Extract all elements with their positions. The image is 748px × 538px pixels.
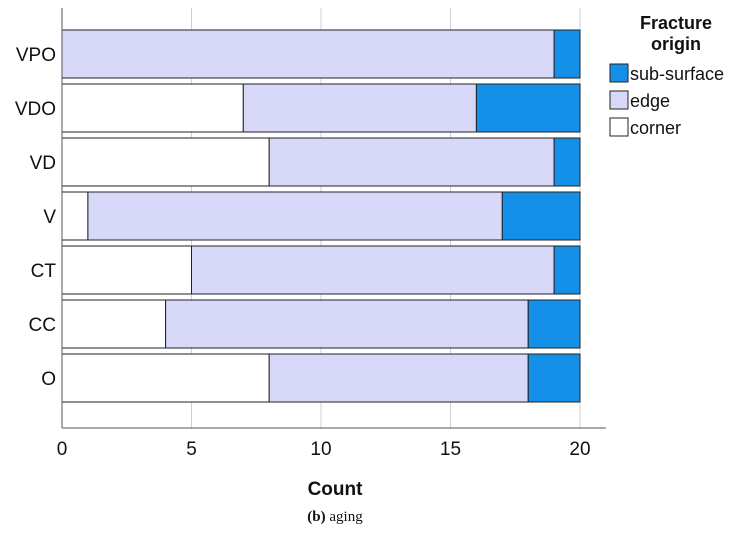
legend-title-line-2: origin xyxy=(651,34,701,54)
legend-title-line-1: Fracture xyxy=(640,13,712,33)
legend-label-edge: edge xyxy=(630,91,670,111)
stacked-bar-chart: VPO VDO VD V CT CC O 0 5 10 15 20 Count Fracture o… xyxy=(15,8,724,500)
y-tick-ct: CT xyxy=(31,261,57,282)
legend-items: sub-surface edge corner xyxy=(609,63,724,138)
x-tick-20: 20 xyxy=(569,439,590,460)
axes xyxy=(61,8,606,429)
bar-ct-edge xyxy=(191,245,555,295)
bar-vdo-corner xyxy=(61,83,244,133)
bar-cc-sub-surface xyxy=(527,299,581,349)
legend-swatch-edge xyxy=(609,90,629,110)
legend: Fracture origin sub-surface edge corner xyxy=(609,13,724,138)
bar-vpo-sub-surface xyxy=(553,29,581,79)
x-axis-title: Count xyxy=(308,479,364,500)
bar-v-corner xyxy=(61,191,89,241)
y-tick-vd: VD xyxy=(30,153,56,174)
y-tick-v: V xyxy=(43,207,56,228)
y-tick-labels: VPO VDO VD V CT CC O xyxy=(15,45,57,390)
y-tick-vpo: VPO xyxy=(16,45,56,66)
y-tick-vdo: VDO xyxy=(15,99,56,120)
bar-vd-corner xyxy=(61,137,270,187)
bar-cc-edge xyxy=(165,299,529,349)
bar-o-edge xyxy=(268,353,529,403)
x-tick-0: 0 xyxy=(57,439,68,460)
x-tick-10: 10 xyxy=(310,439,331,460)
y-tick-cc: CC xyxy=(29,315,56,336)
bar-vdo-edge xyxy=(242,83,477,133)
caption-text: aging xyxy=(325,509,363,525)
bar-vd-sub-surface xyxy=(553,137,581,187)
x-tick-15: 15 xyxy=(440,439,461,460)
bar-v-edge xyxy=(87,191,503,241)
bar-cc-corner xyxy=(61,299,167,349)
bar-o-corner xyxy=(61,353,270,403)
bar-o-sub-surface xyxy=(527,353,581,403)
bar-vpo-edge xyxy=(61,29,555,79)
bar-vd-edge xyxy=(268,137,555,187)
legend-swatch-sub-surface xyxy=(609,63,629,83)
bar-ct-sub-surface xyxy=(553,245,581,295)
x-tick-5: 5 xyxy=(186,439,197,460)
bar-ct-corner xyxy=(61,245,192,295)
legend-swatch-corner xyxy=(609,117,629,137)
caption-label: (b) xyxy=(307,509,326,525)
legend-label-corner: corner xyxy=(630,118,681,138)
bar-vdo-sub-surface xyxy=(475,83,581,133)
x-tick-labels: 0 5 10 15 20 xyxy=(57,439,591,460)
bar-v-sub-surface xyxy=(501,191,581,241)
figure-caption: (b) aging xyxy=(0,509,670,526)
y-tick-o: O xyxy=(41,369,56,390)
bars xyxy=(61,29,581,403)
legend-label-sub-surface: sub-surface xyxy=(630,64,724,84)
